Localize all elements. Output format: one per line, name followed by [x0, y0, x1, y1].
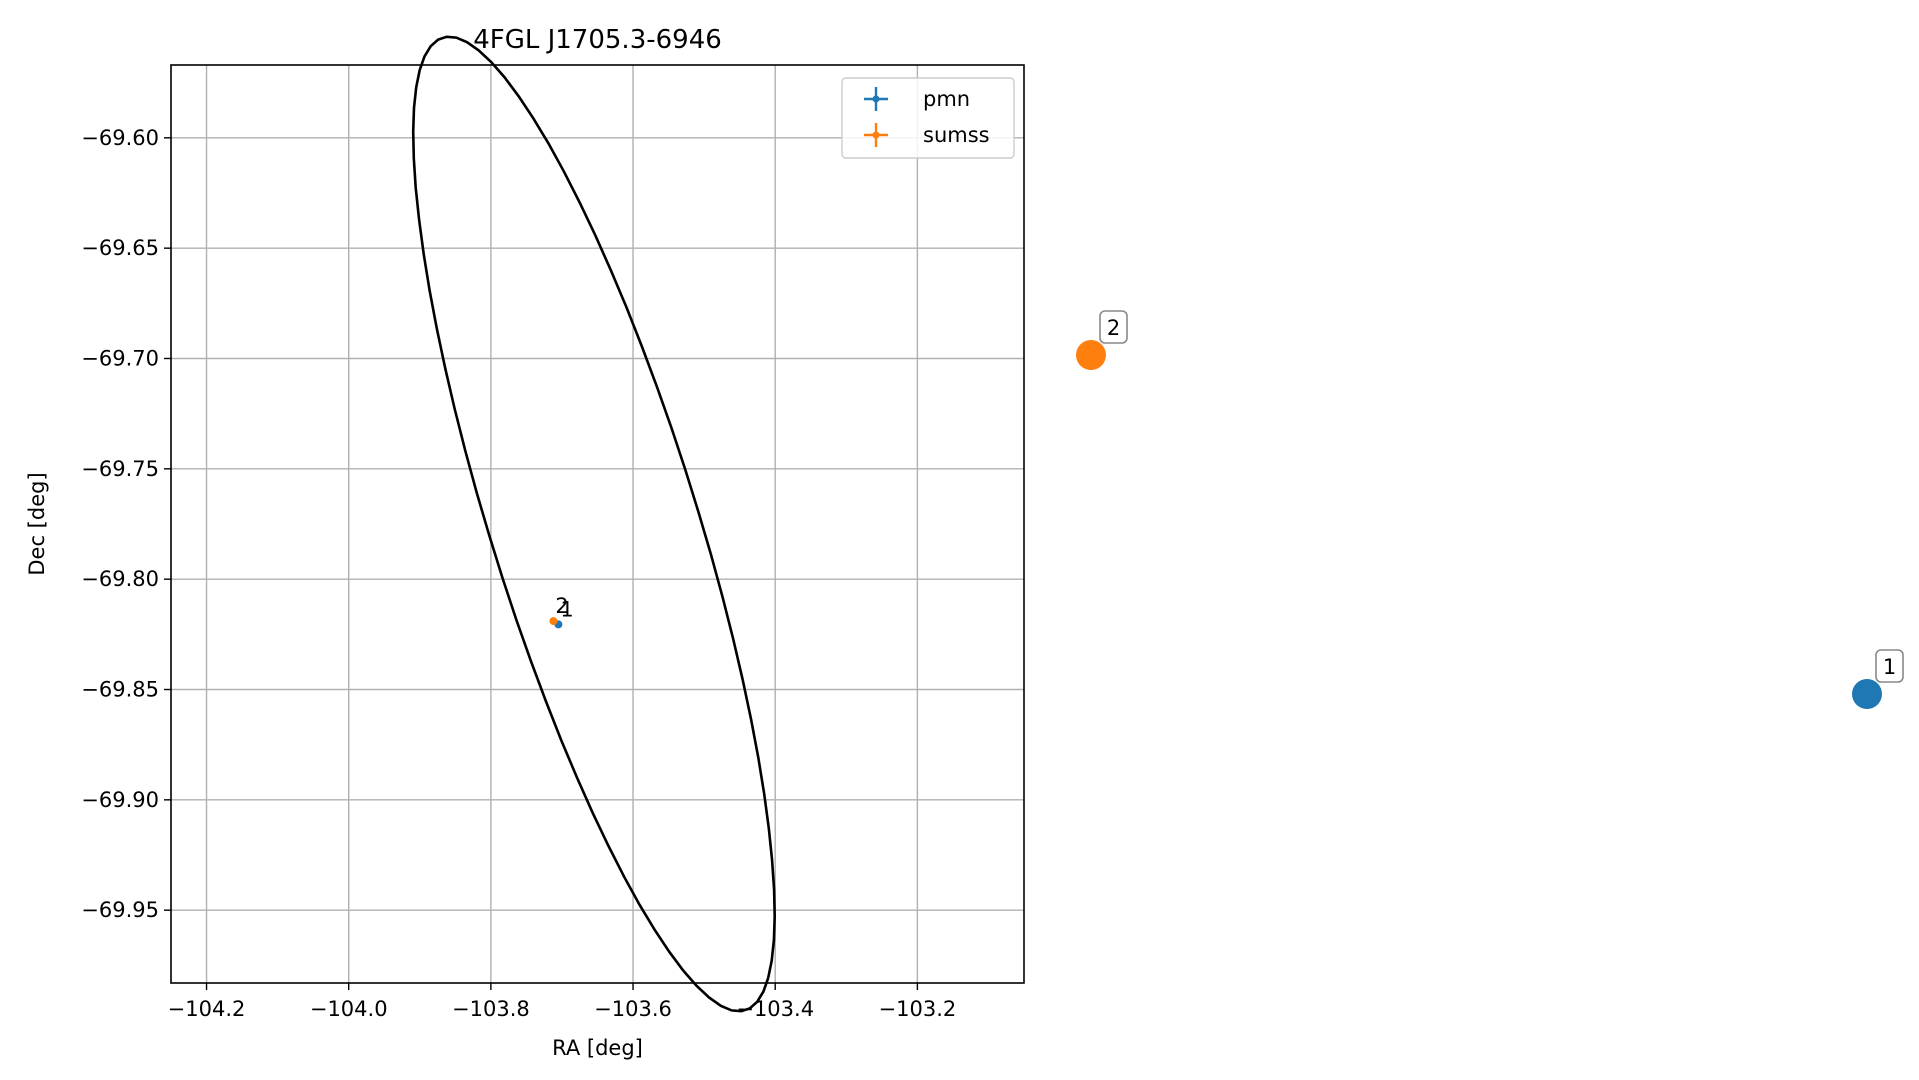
error-ellipse: [411, 35, 777, 1013]
x-axis-label: RA [deg]: [552, 1036, 643, 1060]
y-tick-label: −69.70: [81, 346, 159, 370]
data-points: 12: [549, 594, 574, 629]
y-tick-label: −69.60: [81, 126, 159, 150]
y-tick-label: −69.90: [81, 788, 159, 812]
x-tick-label: −103.8: [452, 997, 530, 1021]
x-tick-label: −104.2: [168, 997, 246, 1021]
legend-label-pmn: pmn: [923, 87, 970, 111]
x-axis-ticks: −104.2 −104.0 −103.8 −103.6 −103.4 −103.2: [168, 983, 957, 1021]
side-marker-label-box: [1099, 310, 1128, 344]
error-ellipse-layer: [411, 35, 777, 1013]
legend-label-sumss: sumss: [923, 123, 990, 147]
y-tick-label: −69.65: [81, 236, 159, 260]
side-marker-label: 2: [1107, 316, 1120, 340]
plot-frame: [170, 64, 1025, 984]
y-tick-label: −69.85: [81, 678, 159, 702]
point-label: 2: [555, 594, 568, 618]
y-tick-label: −69.75: [81, 457, 159, 481]
legend-marker-dot: [872, 131, 880, 139]
x-tick-label: −104.0: [310, 997, 388, 1021]
y-tick-label: −69.80: [81, 567, 159, 591]
data-point-sumss: [549, 617, 558, 626]
side-marker-2: [1076, 340, 1106, 370]
y-axis-label: Dec [deg]: [25, 472, 49, 575]
y-tick-label: −69.95: [81, 898, 159, 922]
point-label: 1: [560, 597, 573, 621]
x-tick-label: −103.4: [736, 997, 814, 1021]
x-tick-label: −103.6: [594, 997, 672, 1021]
side-markers: 21: [1076, 310, 1904, 709]
x-tick-label: −103.2: [879, 997, 957, 1021]
grid-lines: [171, 65, 1024, 983]
y-axis-ticks: −69.60 −69.65 −69.70 −69.75 −69.80 −69.85 −69.…: [81, 126, 171, 922]
side-marker-label-box: [1875, 649, 1904, 683]
legend-marker-dot: [872, 95, 880, 103]
legend: pmn sumss: [841, 77, 1015, 159]
chart-title: 4FGL J1705.3-6946: [473, 25, 722, 55]
side-marker-label: 1: [1883, 655, 1896, 679]
side-marker-1: [1852, 679, 1882, 709]
